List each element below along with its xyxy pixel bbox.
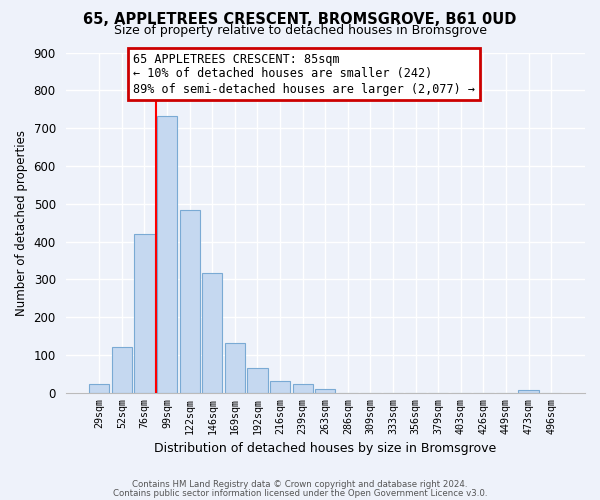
Bar [134, 234, 155, 393]
Bar [112, 346, 132, 393]
Text: Contains public sector information licensed under the Open Government Licence v3: Contains public sector information licen… [113, 488, 487, 498]
Bar [157, 116, 177, 393]
Text: 65, APPLETREES CRESCENT, BROMSGROVE, B61 0UD: 65, APPLETREES CRESCENT, BROMSGROVE, B61… [83, 12, 517, 28]
X-axis label: Distribution of detached houses by size in Bromsgrove: Distribution of detached houses by size … [154, 442, 496, 455]
Y-axis label: Number of detached properties: Number of detached properties [15, 130, 28, 316]
Bar [518, 390, 539, 393]
Text: 65 APPLETREES CRESCENT: 85sqm
← 10% of detached houses are smaller (242)
89% of : 65 APPLETREES CRESCENT: 85sqm ← 10% of d… [133, 52, 475, 96]
Text: Size of property relative to detached houses in Bromsgrove: Size of property relative to detached ho… [113, 24, 487, 37]
Bar [225, 342, 245, 393]
Bar [315, 389, 335, 393]
Bar [293, 384, 313, 393]
Bar [202, 273, 223, 393]
Text: Contains HM Land Registry data © Crown copyright and database right 2024.: Contains HM Land Registry data © Crown c… [132, 480, 468, 489]
Bar [179, 210, 200, 393]
Bar [89, 384, 109, 393]
Bar [247, 368, 268, 393]
Bar [270, 382, 290, 393]
